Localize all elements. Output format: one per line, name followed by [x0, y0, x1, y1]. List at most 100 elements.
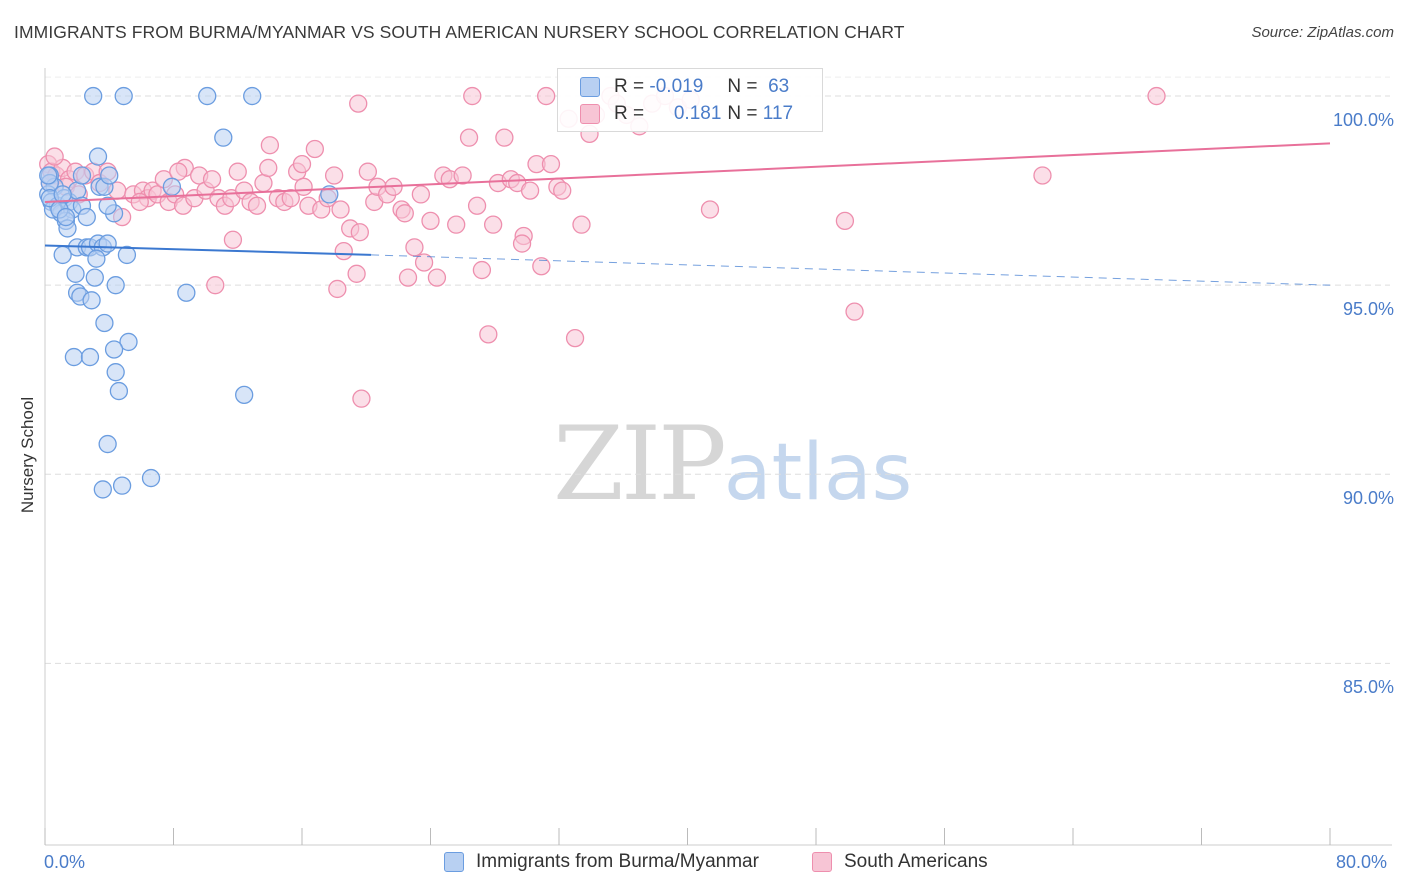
watermark: ZIPatlas — [553, 405, 912, 524]
south-americans-point — [347, 264, 366, 283]
south-americans-point — [169, 162, 188, 181]
south-americans-point — [1033, 166, 1052, 185]
burma-point — [141, 468, 161, 488]
legend-n-label: N = — [727, 103, 758, 124]
x-tick-label: 80.0% — [1336, 852, 1388, 872]
south-americans-point — [254, 173, 273, 193]
legend-swatch-pink — [580, 104, 600, 124]
burma-point — [53, 245, 72, 265]
burma-point — [117, 245, 137, 265]
south-americans-point — [350, 223, 369, 242]
legend-r-value: -0.019 — [649, 76, 704, 97]
burma-point — [72, 166, 92, 185]
legend-n-value: 117 — [762, 103, 794, 124]
y-tick-label: 85.0% — [1342, 677, 1394, 698]
south-americans-point — [349, 94, 368, 113]
burma-point — [77, 207, 96, 227]
south-americans-point — [495, 128, 514, 147]
south-americans-point — [421, 211, 440, 231]
series-swatch-blue — [444, 852, 464, 872]
burma-point — [93, 480, 112, 499]
y-tick-label: 100.0% — [1332, 110, 1394, 131]
south-americans-point — [472, 260, 492, 280]
burma-point — [98, 196, 117, 215]
south-americans-point — [398, 268, 418, 287]
correlation-legend: R = -0.019 N = 63 R = 0.181 N = 117 — [557, 68, 823, 132]
south-americans-point — [228, 162, 247, 181]
burma-point — [177, 283, 196, 302]
south-americans-point — [305, 139, 325, 159]
south-americans-point — [223, 230, 243, 249]
legend-r-value: 0.181 — [673, 103, 722, 124]
burma-point — [235, 385, 254, 405]
legend-r-label: R = — [614, 103, 645, 124]
south-americans-point — [358, 162, 378, 181]
south-americans-point — [537, 86, 556, 106]
south-americans-point — [565, 328, 585, 348]
south-americans-point — [459, 128, 479, 147]
south-americans-point — [331, 200, 350, 219]
chart-title: IMMIGRANTS FROM BURMA/MYANMAR VS SOUTH A… — [14, 22, 905, 42]
south-americans-point — [247, 196, 267, 215]
south-americans-point — [292, 154, 312, 174]
source-label: Source: ZipAtlas.com — [1251, 24, 1394, 41]
south-americans-point — [483, 215, 503, 234]
series-legend-south-americans[interactable]: South Americans — [812, 851, 988, 873]
burma-point — [106, 363, 125, 382]
grid-layer — [45, 76, 1390, 664]
south-americans-point — [324, 166, 344, 185]
burma-point — [198, 86, 217, 106]
south-americans-point — [395, 204, 414, 223]
burma-point — [98, 434, 117, 454]
south-americans-point — [405, 238, 424, 257]
legend-r-label: R = — [614, 76, 645, 97]
south-americans-point — [447, 215, 466, 234]
south-americans-point — [427, 268, 447, 287]
burma-point — [95, 313, 114, 333]
burma-point — [84, 86, 103, 106]
south-americans-point — [512, 234, 532, 253]
burma-point — [106, 276, 125, 295]
burma-point — [82, 291, 101, 310]
burma-point — [39, 166, 58, 185]
burma-point — [88, 147, 108, 166]
burma-point — [119, 332, 138, 352]
burma-points — [39, 86, 339, 499]
south-americans-point — [45, 147, 64, 166]
series-name: Immigrants from Burma/Myanmar — [476, 851, 759, 872]
burma-point — [66, 264, 85, 283]
burma-point — [64, 347, 84, 367]
legend-row-burma: R = -0.019 N = 63 — [580, 75, 789, 99]
trendline-layer — [44, 142, 1331, 286]
south-americans-point — [414, 253, 434, 272]
burma-point — [243, 86, 262, 106]
burma-point — [162, 177, 182, 196]
south-americans-point — [463, 86, 482, 106]
burma-point — [53, 185, 72, 204]
legend-row-south-americans: R = 0.181 N = 117 — [580, 102, 793, 126]
south-americans-point — [260, 136, 280, 155]
south-americans-point — [294, 177, 313, 196]
burma-point — [56, 207, 76, 227]
legend-n-label: N = — [727, 76, 758, 97]
y-tick-label: 95.0% — [1342, 299, 1394, 320]
burma-point — [100, 166, 119, 185]
watermark-atlas: atlas — [723, 428, 913, 518]
south-americans-point — [479, 325, 498, 344]
south-americans-point — [206, 276, 225, 295]
legend-swatch-blue — [580, 77, 600, 97]
south-americans-point — [467, 196, 487, 215]
south-americans-point — [352, 389, 371, 408]
south-americans-points — [39, 86, 1166, 408]
south-americans-point — [553, 181, 572, 200]
legend-n-value: 63 — [768, 76, 790, 97]
series-legend-burma[interactable]: Immigrants from Burma/Myanmar — [444, 851, 759, 873]
south-americans-point — [1147, 86, 1166, 106]
x-tick-label: 0.0% — [44, 852, 86, 872]
south-americans-point — [532, 257, 551, 276]
burma-point — [80, 347, 100, 367]
south-americans-point — [835, 211, 855, 231]
series-swatch-pink — [812, 852, 832, 872]
burma-point — [214, 128, 233, 147]
